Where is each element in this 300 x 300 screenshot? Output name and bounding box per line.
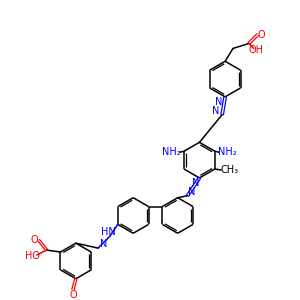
- Text: N: N: [192, 178, 199, 188]
- Text: N: N: [100, 239, 108, 249]
- Text: HN: HN: [100, 227, 115, 237]
- Text: HO: HO: [25, 251, 40, 261]
- Text: N: N: [188, 187, 195, 197]
- Text: N: N: [212, 106, 219, 116]
- Text: NH₂: NH₂: [162, 147, 181, 157]
- Text: O: O: [69, 290, 77, 300]
- Text: OH: OH: [248, 45, 263, 56]
- Text: N: N: [214, 97, 222, 107]
- Text: NH₂: NH₂: [218, 147, 236, 157]
- Text: CH₃: CH₃: [220, 165, 238, 175]
- Text: O: O: [31, 235, 39, 245]
- Text: O: O: [258, 30, 266, 40]
